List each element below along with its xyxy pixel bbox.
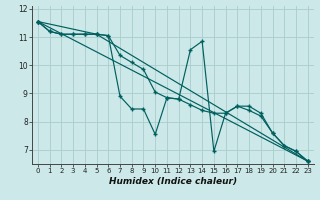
X-axis label: Humidex (Indice chaleur): Humidex (Indice chaleur) (109, 177, 237, 186)
